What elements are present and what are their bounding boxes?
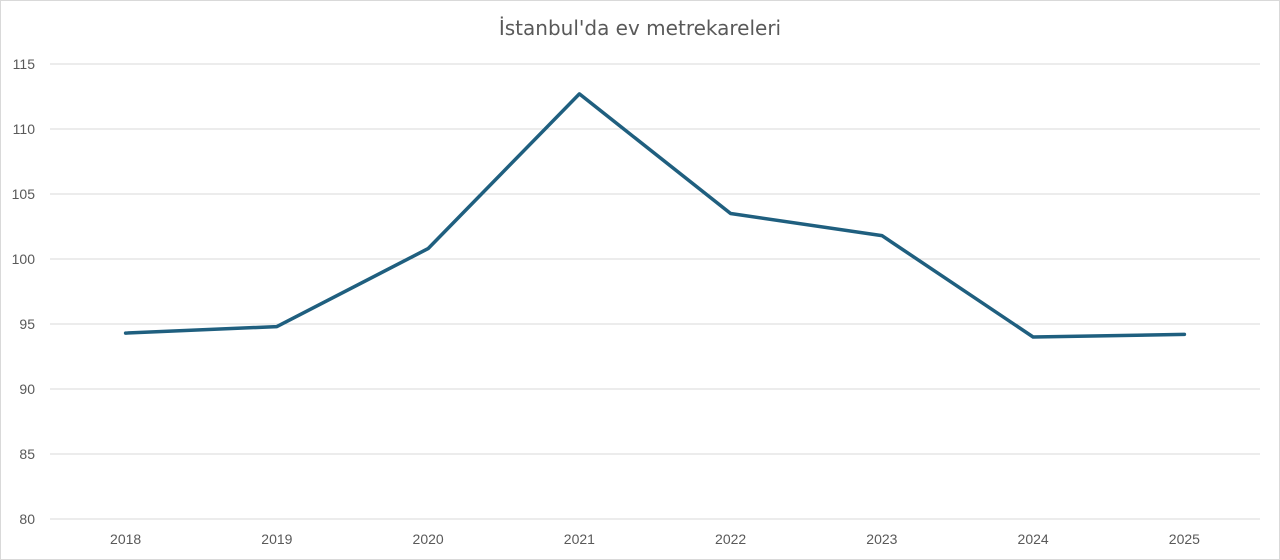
x-tick-label: 2019	[261, 531, 292, 547]
x-tick-label: 2021	[564, 531, 595, 547]
y-tick-label: 80	[19, 511, 35, 527]
x-tick-label: 2020	[413, 531, 444, 547]
y-tick-label: 115	[13, 56, 36, 72]
y-tick-label: 85	[19, 446, 35, 462]
chart-title: İstanbul'da ev metrekareleri	[498, 16, 782, 40]
y-tick-label: 95	[19, 316, 35, 332]
y-tick-label: 90	[19, 381, 35, 397]
gridlines	[50, 63, 1260, 520]
x-axis: 2018 2019 2020 2021 2022 2023 2024 2025	[110, 531, 1200, 547]
x-tick-label: 2023	[866, 531, 897, 547]
x-tick-label: 2025	[1169, 531, 1200, 547]
y-axis: 115 110 105 100 95 90 85 80	[12, 56, 36, 527]
x-tick-label: 2018	[110, 531, 141, 547]
y-tick-label: 105	[12, 186, 36, 202]
y-tick-label: 110	[13, 121, 36, 137]
x-tick-label: 2022	[715, 531, 746, 547]
x-tick-label: 2024	[1018, 531, 1049, 547]
series-line	[123, 92, 1187, 339]
series-layer	[123, 92, 1187, 339]
y-tick-label: 100	[12, 251, 36, 267]
